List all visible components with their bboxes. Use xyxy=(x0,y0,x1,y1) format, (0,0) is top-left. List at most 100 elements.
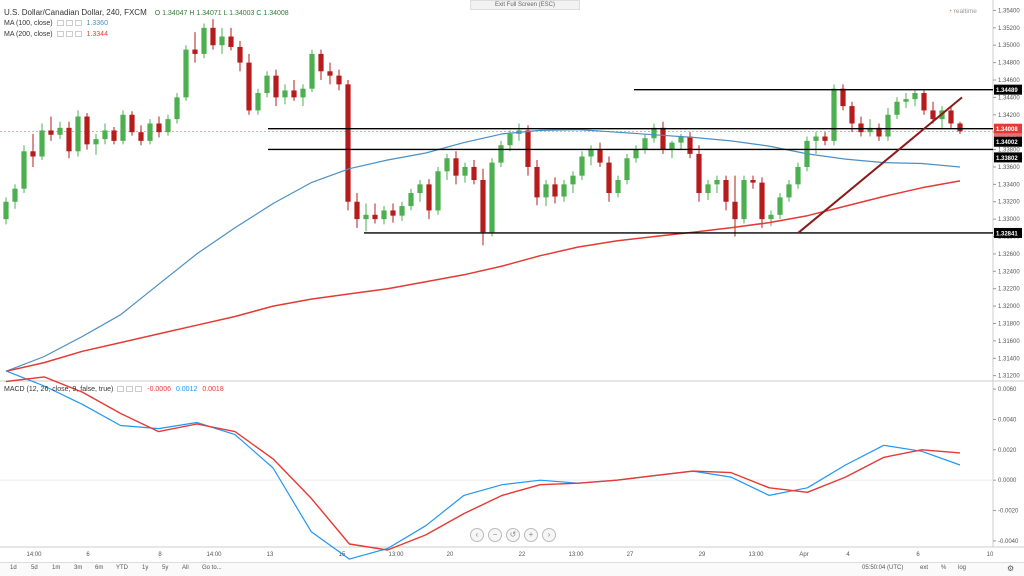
eye-icon[interactable] xyxy=(56,20,64,27)
exit-fullscreen-button[interactable]: Exit Full Screen (ESC) xyxy=(470,0,580,10)
y-tick-label: 1.34800 xyxy=(998,61,1020,67)
candle-body xyxy=(66,127,72,152)
candle-body xyxy=(291,90,297,98)
x-tick-label: 14:00 xyxy=(206,552,222,558)
candle-body xyxy=(228,36,234,47)
candle-body xyxy=(957,123,963,132)
y-tick-label: 1.35200 xyxy=(998,26,1020,32)
close-icon[interactable] xyxy=(74,31,82,38)
y-tick-label: 1.35400 xyxy=(998,8,1020,14)
x-tick-label: 15 xyxy=(339,552,346,558)
range-ytd[interactable]: YTD xyxy=(116,565,128,571)
range-1y[interactable]: 1y xyxy=(142,565,149,571)
candle-body xyxy=(237,46,243,63)
candle-body xyxy=(696,153,702,194)
zoom-out-icon[interactable]: − xyxy=(488,528,502,542)
ma100-label: MA (100, close) xyxy=(4,20,53,27)
candle-body xyxy=(156,123,162,133)
y-tick-label: 1.31600 xyxy=(998,339,1020,345)
settings-icon[interactable] xyxy=(65,31,73,38)
price-label-box xyxy=(994,152,1022,163)
macd-y-tick-label: 0.0020 xyxy=(998,448,1017,454)
price-label-box xyxy=(994,84,1022,95)
x-tick-label: 13:00 xyxy=(748,552,764,558)
candle-body xyxy=(39,130,45,157)
candle-body xyxy=(552,184,558,197)
percent-toggle[interactable]: % xyxy=(941,565,947,571)
scroll-right-icon[interactable]: › xyxy=(542,528,556,542)
x-tick-label: 13:00 xyxy=(388,552,404,558)
y-tick-label: 1.31200 xyxy=(998,374,1020,380)
close-icon[interactable] xyxy=(74,20,82,27)
range-1m[interactable]: 1m xyxy=(52,565,61,571)
ma200-label: MA (200, close) xyxy=(4,31,53,38)
log-toggle[interactable]: log xyxy=(958,565,967,571)
candle-body xyxy=(84,116,90,145)
reset-icon[interactable]: ↺ xyxy=(506,528,520,542)
candle-body xyxy=(345,84,351,202)
candle-body xyxy=(606,162,612,194)
candle-body xyxy=(561,184,567,197)
range-1d[interactable]: 1d xyxy=(10,565,17,571)
candle-body xyxy=(858,123,864,133)
settings-icon[interactable] xyxy=(126,386,134,393)
candle-body xyxy=(57,127,63,135)
ext-toggle[interactable]: ext xyxy=(920,565,929,571)
candle-body xyxy=(624,158,630,180)
candle-body xyxy=(363,214,369,220)
range-5d[interactable]: 5d xyxy=(31,565,38,571)
realtime-label: realtime xyxy=(953,8,977,15)
utc-time: 05:50:04 (UTC) xyxy=(862,565,904,571)
scroll-left-icon[interactable]: ‹ xyxy=(470,528,484,542)
candle-body xyxy=(759,182,765,220)
candle-body xyxy=(120,114,126,141)
range-6m[interactable]: 6m xyxy=(95,565,104,571)
candle-body xyxy=(273,75,279,98)
macd-value-2: 0.0012 xyxy=(175,386,198,393)
close-icon[interactable] xyxy=(135,386,143,393)
price-label: 1.34002 xyxy=(996,140,1018,146)
candle-body xyxy=(597,149,603,163)
candle-body xyxy=(93,139,99,145)
price-label: 1.32841 xyxy=(996,231,1018,237)
realtime-indicator: ◔ realtime xyxy=(948,8,977,15)
macd-value-1: -0.0006 xyxy=(147,386,171,393)
candle-body xyxy=(489,162,495,233)
candle-body xyxy=(579,156,585,176)
candle-body xyxy=(381,210,387,220)
candle-body xyxy=(741,180,747,220)
range-5y[interactable]: 5y xyxy=(162,565,169,571)
settings-icon[interactable] xyxy=(65,20,73,27)
candle-body xyxy=(795,166,801,185)
candle-body xyxy=(462,166,468,176)
chart-nav-buttons: ‹ − ↺ + › xyxy=(470,528,560,542)
price-label-box xyxy=(994,136,1022,147)
macd-legend: MACD (12, 26, close, 9, false, true) -0.… xyxy=(4,386,224,393)
gear-icon[interactable]: ⚙ xyxy=(1007,564,1015,573)
x-tick-label: 14:00 xyxy=(26,552,42,558)
y-tick-label: 1.31400 xyxy=(998,356,1020,362)
eye-icon[interactable] xyxy=(56,31,64,38)
range-all[interactable]: All xyxy=(182,565,189,571)
y-tick-label: 1.35000 xyxy=(998,43,1020,49)
ma200-line xyxy=(5,180,961,373)
candle-body xyxy=(885,114,891,137)
eye-icon[interactable] xyxy=(117,386,125,393)
realtime-icon: ◔ xyxy=(948,8,952,15)
range-3m[interactable]: 3m xyxy=(74,565,83,571)
y-tick-label: 1.32000 xyxy=(998,304,1020,310)
candle-body xyxy=(390,210,396,216)
candle-body xyxy=(930,110,936,120)
goto-button[interactable]: Go to... xyxy=(202,565,222,571)
signal-line xyxy=(5,376,961,551)
x-tick-label: 20 xyxy=(447,552,454,558)
zoom-in-icon[interactable]: + xyxy=(524,528,538,542)
x-tick-label: 4 xyxy=(846,552,850,558)
macd-line xyxy=(5,370,961,560)
candle-body xyxy=(129,114,135,133)
y-tick-label: 1.34200 xyxy=(998,113,1020,119)
ma100-legend: MA (100, close) 1.3360 xyxy=(4,20,108,27)
candle-body xyxy=(678,136,684,143)
candle-body xyxy=(255,93,261,111)
candle-body xyxy=(318,53,324,72)
